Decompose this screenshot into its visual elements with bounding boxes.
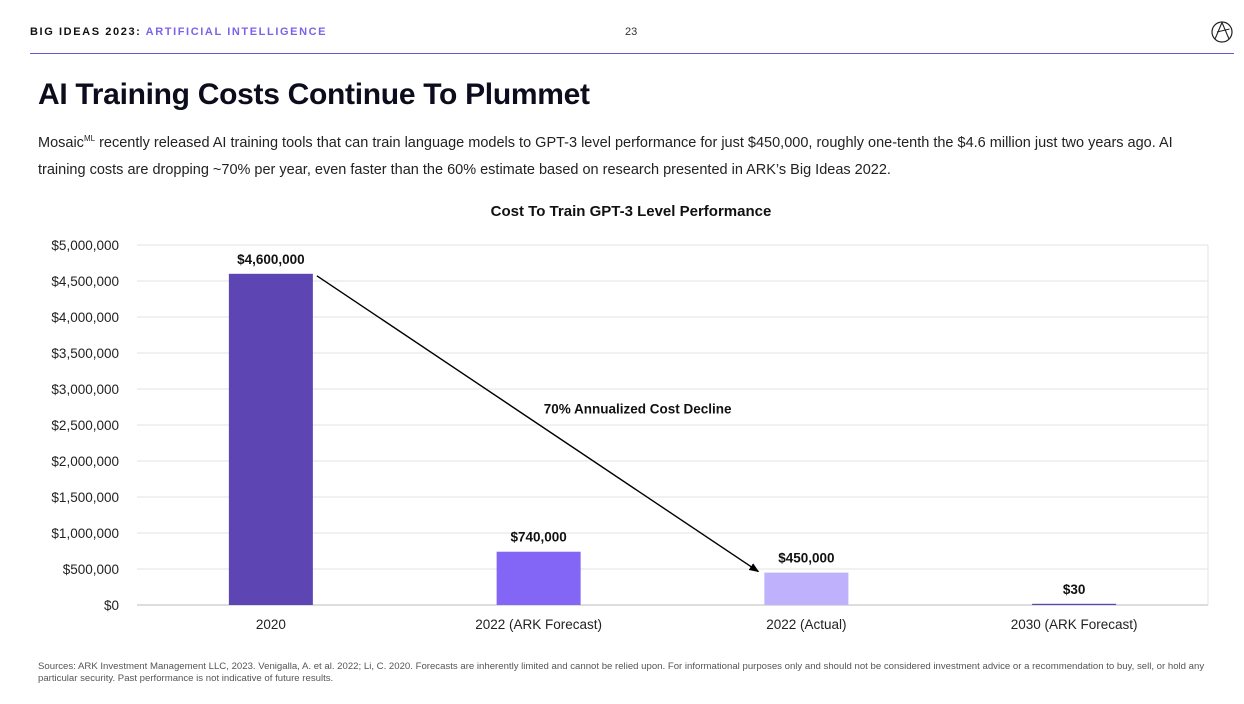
- slide-title: AI Training Costs Continue To Plummet: [38, 78, 590, 111]
- brand-label: BIG IDEAS 2023: ARTIFICIAL INTELLIGENCE: [30, 26, 327, 38]
- desc-superscript: ML: [83, 134, 96, 143]
- data-label: $30: [1063, 582, 1086, 597]
- label-layer: $4,600,000 2020 $740,000 2022 (ARK Forecast…: [237, 252, 1137, 632]
- y-tick-label: $0: [104, 598, 119, 613]
- header-divider: [30, 53, 1234, 54]
- bar: [228, 273, 313, 605]
- y-tick-label: $2,000,000: [51, 454, 119, 469]
- ark-logo-icon: [1211, 21, 1233, 43]
- x-tick-label: 2022 (Actual): [766, 617, 846, 632]
- y-tick-label: $500,000: [63, 562, 119, 577]
- page-number: 23: [625, 26, 638, 38]
- x-tick-label: 2020: [256, 617, 286, 632]
- x-tick-label: 2022 (ARK Forecast): [475, 617, 602, 632]
- y-tick-label: $4,500,000: [51, 274, 119, 289]
- desc-part2: recently released AI training tools that…: [38, 134, 1173, 178]
- bar: [764, 572, 849, 605]
- x-tick-label: 2030 (ARK Forecast): [1011, 617, 1138, 632]
- decline-arrow: [316, 275, 760, 573]
- bar-layer: [228, 273, 1117, 605]
- header: BIG IDEAS 2023: ARTIFICIAL INTELLIGENCE …: [30, 21, 1234, 43]
- y-tick-label: $4,000,000: [51, 310, 119, 325]
- brand-sub: ARTIFICIAL INTELLIGENCE: [145, 26, 328, 38]
- y-tick-label: $3,000,000: [51, 382, 119, 397]
- annotation-layer: 70% Annualized Cost Decline: [316, 275, 760, 573]
- y-tick-label: $5,000,000: [51, 238, 119, 253]
- slide-description: MosaicML recently released AI training t…: [38, 125, 1223, 184]
- data-label: $4,600,000: [237, 252, 305, 267]
- cost-chart: Cost To Train GPT-3 Level Performance $0…: [0, 190, 1244, 640]
- chart-svg: Cost To Train GPT-3 Level Performance $0…: [51, 203, 1209, 632]
- y-tick-label: $2,500,000: [51, 418, 119, 433]
- chart-title: Cost To Train GPT-3 Level Performance: [491, 203, 772, 220]
- bar: [496, 551, 581, 605]
- brand-main: BIG IDEAS 2023:: [30, 26, 142, 38]
- y-tick-label: $3,500,000: [51, 346, 119, 361]
- y-tick-label: $1,500,000: [51, 490, 119, 505]
- data-label: $450,000: [778, 551, 834, 566]
- grid-layer: $0 $500,000 $1,000,000 $1,500,000 $2,000,000…: [51, 238, 1209, 613]
- desc-part1: Mosaic: [38, 134, 84, 151]
- y-tick-label: $1,000,000: [51, 526, 119, 541]
- sources-footnote: Sources: ARK Investment Management LLC, …: [38, 661, 1205, 684]
- annotation-text: 70% Annualized Cost Decline: [544, 402, 732, 417]
- data-label: $740,000: [510, 530, 566, 545]
- bar: [1032, 603, 1117, 605]
